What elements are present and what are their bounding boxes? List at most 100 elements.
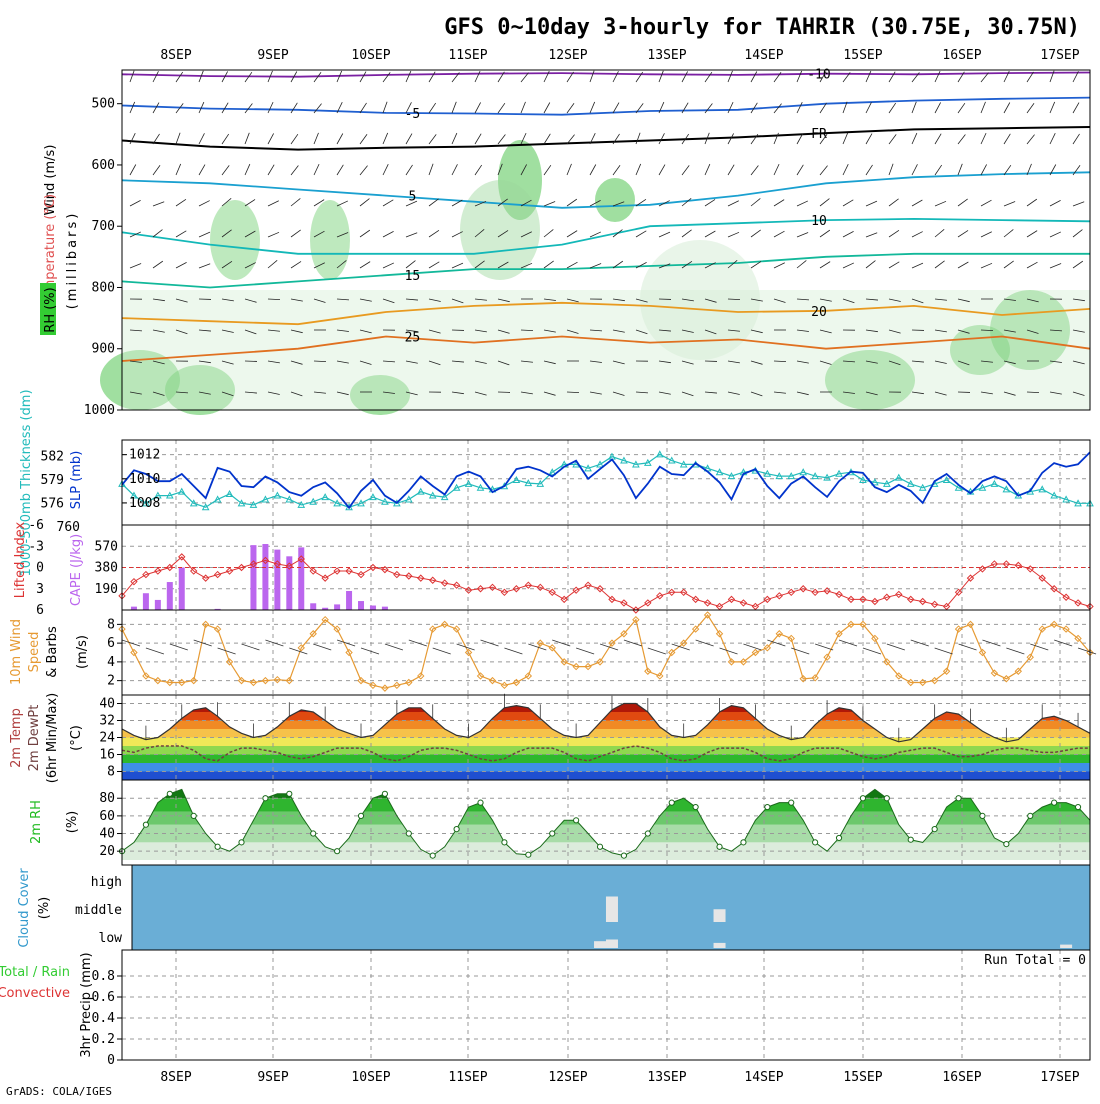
lifted-tick: 6 <box>36 603 44 618</box>
contour-label: FR <box>811 127 827 142</box>
slp-tick: 1012 <box>129 448 160 463</box>
rh2m-point <box>574 818 579 823</box>
cloud-bar <box>594 941 606 948</box>
cape-bar <box>262 544 268 610</box>
rh2m-point <box>621 853 626 858</box>
rh2m-point <box>263 796 268 801</box>
cape-bar <box>250 545 256 610</box>
temp-warm-band <box>122 695 1090 704</box>
cape-bar <box>358 601 364 610</box>
surface-wind-barb <box>385 644 403 650</box>
date-label-bottom: 12SEP <box>548 1070 587 1085</box>
cloud-low-label: low <box>99 931 123 946</box>
cloud-bar <box>606 940 618 949</box>
rh-shading <box>310 200 350 280</box>
rh2m-point <box>956 796 961 801</box>
rh2m-point <box>597 844 602 849</box>
date-label-top: 16SEP <box>942 48 981 63</box>
rh2m-point <box>860 796 865 801</box>
date-label-bottom: 11SEP <box>448 1070 487 1085</box>
cape-bar <box>346 591 352 610</box>
contour-label: -5 <box>405 107 421 122</box>
thickness-tick: 576 <box>41 496 64 511</box>
precip-total-label: Total / Rain <box>0 965 70 980</box>
pressure-tick: 600 <box>92 158 115 173</box>
rh2m-point <box>335 849 340 854</box>
date-label-top: 17SEP <box>1040 48 1079 63</box>
rh2m-point <box>239 840 244 845</box>
contour-label: 25 <box>405 330 421 345</box>
date-label-bottom: 9SEP <box>257 1070 288 1085</box>
surface-wind-barb <box>791 648 809 654</box>
wind-tick: 8 <box>107 617 115 632</box>
surface-wind-barb <box>720 648 738 654</box>
surface-wind-barb <box>648 648 666 654</box>
cloud-bar <box>714 909 726 922</box>
rh2m-point <box>454 827 459 832</box>
temp-tick: 8 <box>107 765 115 780</box>
precip-tick: 0.2 <box>92 1032 115 1047</box>
date-label-top: 9SEP <box>257 48 288 63</box>
rh2m-point <box>287 791 292 796</box>
date-label-top: 10SEP <box>351 48 390 63</box>
pressure-tick: 900 <box>92 342 115 357</box>
pressure-tick: 500 <box>92 97 115 112</box>
precip-tick: 0.8 <box>92 969 115 984</box>
rh-shading <box>595 178 635 222</box>
surface-wind-barb <box>504 648 522 654</box>
rh2m-point <box>908 837 913 842</box>
cape-bar <box>143 593 149 610</box>
dewpt-label: 2m DewPt <box>27 705 42 772</box>
lifted-tick: -3 <box>28 539 44 554</box>
rh2m-point <box>669 800 674 805</box>
surface-wind-barb <box>887 644 905 650</box>
surface-wind-barb <box>959 644 977 650</box>
rh2m-point <box>836 835 841 840</box>
rh2m-point <box>1004 842 1009 847</box>
chart-title: GFS 0~10day 3-hourly for TAHRIR (30.75E,… <box>444 15 1080 40</box>
surface-wind-barb <box>361 648 379 654</box>
cape-bar <box>131 607 137 610</box>
cape-bar <box>179 568 185 611</box>
surface-wind-barb <box>170 644 188 650</box>
surface-wind-barb <box>1030 644 1048 650</box>
rh2m-point <box>813 840 818 845</box>
precip-convective-label: Convective <box>0 986 70 1001</box>
footer-credit: GrADS: COLA/IGES <box>6 1085 112 1098</box>
temp-band <box>122 755 1090 764</box>
cloud-title: Cloud Cover <box>17 868 32 948</box>
surface-wind-barb <box>911 640 929 646</box>
minmax-label: (6hr Min/Max) <box>45 693 60 783</box>
rh2m-point <box>191 813 196 818</box>
cape-bar <box>382 607 388 610</box>
temp-band <box>122 763 1090 772</box>
rh2m-tick: 80 <box>99 791 115 806</box>
surface-wind-barb <box>457 644 475 650</box>
cape-tick: 190 <box>95 582 118 597</box>
wind10-unit: (m/s) <box>75 635 90 669</box>
pressure-tick: 800 <box>92 280 115 295</box>
temp-warm-band <box>122 729 1090 738</box>
date-label-top: 11SEP <box>448 48 487 63</box>
temp-tick: 16 <box>99 748 115 763</box>
cape-bar <box>298 547 304 610</box>
rh2m-point <box>215 844 220 849</box>
rh2m-point <box>1075 804 1080 809</box>
rh2m-point <box>382 791 387 796</box>
rh2m-point <box>932 827 937 832</box>
surface-wind-barb <box>600 644 618 650</box>
slp-tick: 1010 <box>129 472 160 487</box>
slp-extra-tick: 760 <box>57 520 80 535</box>
rh2m-point <box>430 853 435 858</box>
rh2m-tick: 40 <box>99 827 115 842</box>
date-label-bottom: 17SEP <box>1040 1070 1079 1085</box>
thickness-tick: 579 <box>41 473 64 488</box>
cloud-bar <box>1060 945 1072 948</box>
temp-tick: 40 <box>99 697 115 712</box>
lifted-tick: 3 <box>36 582 44 597</box>
rh2m-point <box>884 796 889 801</box>
rh2m-point <box>645 831 650 836</box>
cape-tick: 380 <box>95 561 118 576</box>
rh2m-point <box>789 800 794 805</box>
temp-warm-band <box>122 721 1090 730</box>
